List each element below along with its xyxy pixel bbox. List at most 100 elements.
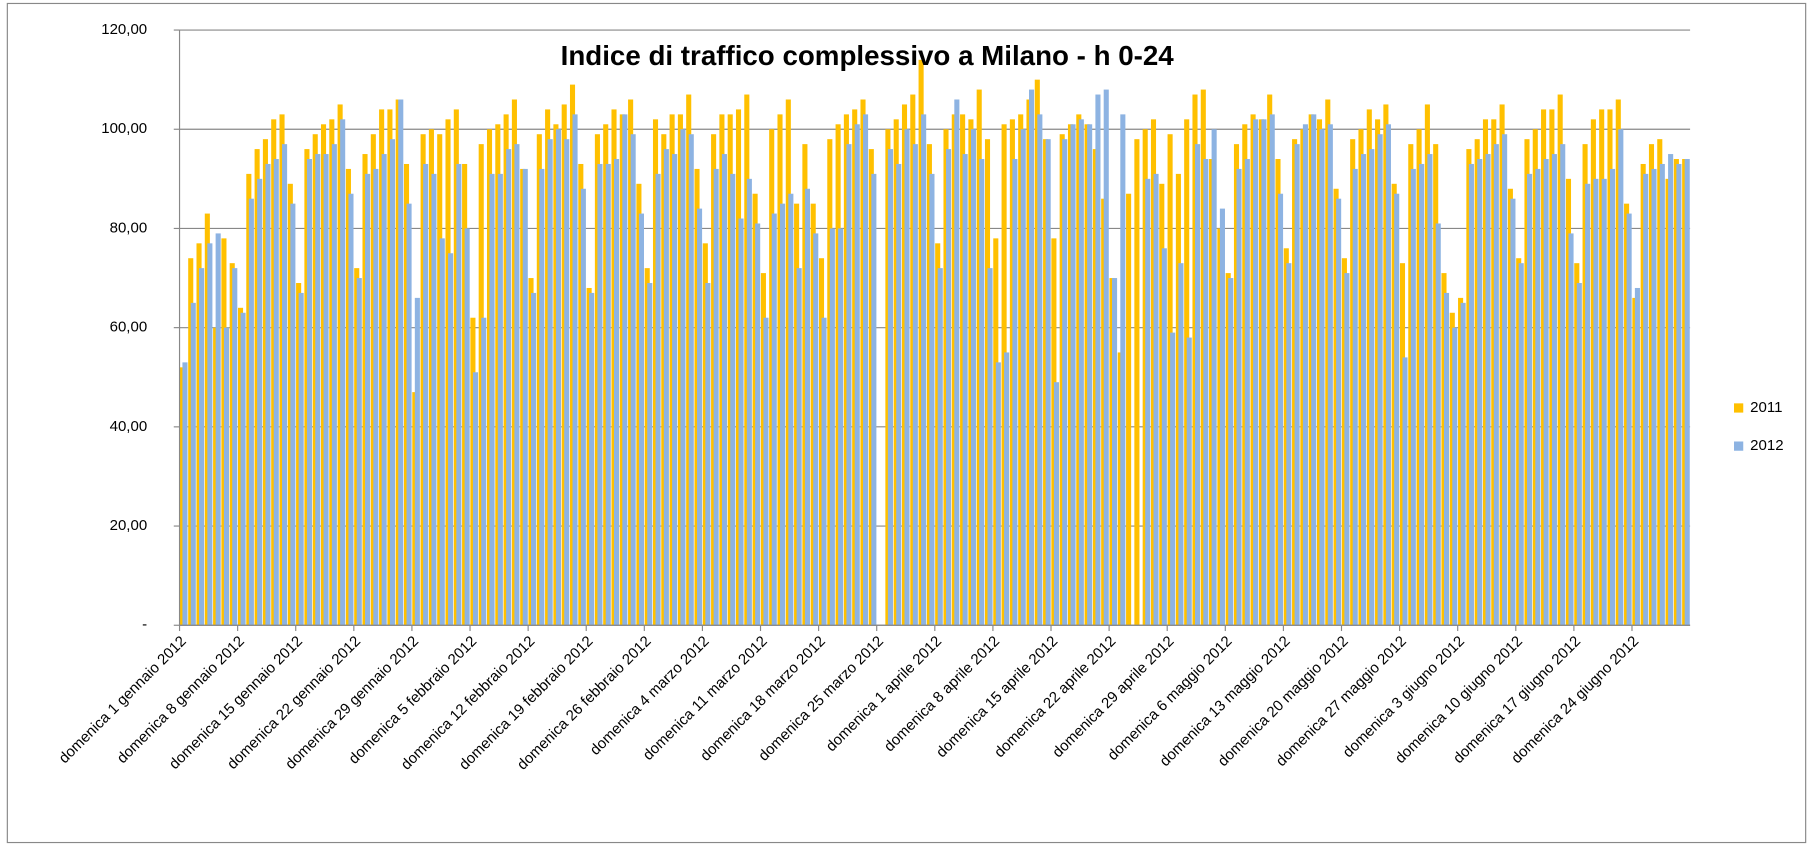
y-tick-label: 40,00 xyxy=(110,418,148,435)
bar xyxy=(1178,263,1184,626)
bar xyxy=(406,203,412,626)
y-tick-label: 60,00 xyxy=(110,319,148,336)
bar xyxy=(1410,168,1416,626)
bar xyxy=(1059,134,1065,626)
bar xyxy=(804,188,810,626)
bar xyxy=(497,173,503,626)
bar xyxy=(506,149,512,626)
bar xyxy=(1200,89,1206,626)
bar xyxy=(398,99,404,626)
bar xyxy=(904,129,910,626)
bar xyxy=(1319,129,1325,626)
bar xyxy=(1427,154,1433,626)
bar xyxy=(1560,144,1566,626)
bar xyxy=(818,258,825,626)
bar xyxy=(448,253,454,626)
bar xyxy=(854,124,860,626)
bar xyxy=(1277,193,1284,626)
bar xyxy=(1327,124,1333,626)
bar xyxy=(605,163,611,626)
bar xyxy=(954,99,960,626)
bar xyxy=(414,297,420,626)
bar xyxy=(271,119,277,626)
bar xyxy=(713,168,719,626)
bar xyxy=(846,144,852,626)
bar xyxy=(1170,332,1176,626)
bar xyxy=(738,218,744,626)
bar xyxy=(946,149,952,626)
bar xyxy=(1126,193,1132,626)
bar xyxy=(1244,159,1250,626)
bar xyxy=(1443,292,1450,626)
bar xyxy=(1267,94,1273,626)
bar xyxy=(1103,89,1109,626)
bar xyxy=(337,104,343,626)
bar xyxy=(564,139,570,626)
bar xyxy=(420,134,426,626)
legend-label: 2012 xyxy=(1750,437,1783,454)
bar xyxy=(1593,178,1599,626)
bar xyxy=(1568,233,1574,626)
bar xyxy=(1045,139,1051,626)
bar xyxy=(1228,278,1234,626)
bar xyxy=(672,154,678,626)
bar xyxy=(199,268,205,626)
bar xyxy=(1134,139,1140,626)
bar xyxy=(1062,139,1068,626)
bar xyxy=(439,238,445,626)
bar xyxy=(663,149,669,626)
bar xyxy=(578,163,584,626)
bar xyxy=(553,124,559,626)
bar xyxy=(232,268,238,626)
bar xyxy=(697,208,703,626)
bar xyxy=(522,168,528,626)
bar xyxy=(1659,163,1665,626)
bar xyxy=(863,114,869,626)
bar xyxy=(1601,178,1607,626)
bar xyxy=(1676,163,1682,626)
bar xyxy=(1034,79,1040,626)
bar xyxy=(1175,173,1181,626)
bar xyxy=(320,124,327,626)
bar xyxy=(1161,248,1167,626)
bar xyxy=(190,302,196,626)
bar xyxy=(688,134,694,626)
bar xyxy=(730,173,736,626)
bar xyxy=(979,159,985,626)
bar xyxy=(1253,119,1259,626)
bar xyxy=(887,149,893,626)
bar xyxy=(472,372,479,626)
bar xyxy=(987,268,993,626)
bar xyxy=(614,159,620,626)
bar xyxy=(257,178,263,626)
bar xyxy=(362,154,368,626)
bar xyxy=(580,188,586,626)
bar xyxy=(1203,159,1209,626)
bar xyxy=(323,154,329,626)
bar xyxy=(221,238,227,626)
bar xyxy=(1526,173,1533,626)
bar xyxy=(1120,114,1126,626)
y-tick-label: 20,00 xyxy=(110,517,148,534)
bar xyxy=(1576,283,1582,626)
bar xyxy=(1651,168,1657,626)
bar xyxy=(1468,163,1474,626)
bar xyxy=(348,193,354,626)
bar xyxy=(223,327,230,626)
bar xyxy=(755,223,761,626)
bar xyxy=(1385,124,1391,626)
bar xyxy=(655,173,661,626)
bar xyxy=(188,258,194,626)
bar xyxy=(1618,129,1624,626)
bar xyxy=(464,228,470,626)
bar xyxy=(1493,144,1499,626)
bar xyxy=(503,114,509,626)
bar xyxy=(1153,173,1159,626)
bar xyxy=(896,163,902,626)
bar xyxy=(1286,263,1292,626)
bar xyxy=(1344,273,1350,626)
bar xyxy=(340,119,346,626)
bar xyxy=(1524,139,1530,626)
bar xyxy=(486,129,493,626)
